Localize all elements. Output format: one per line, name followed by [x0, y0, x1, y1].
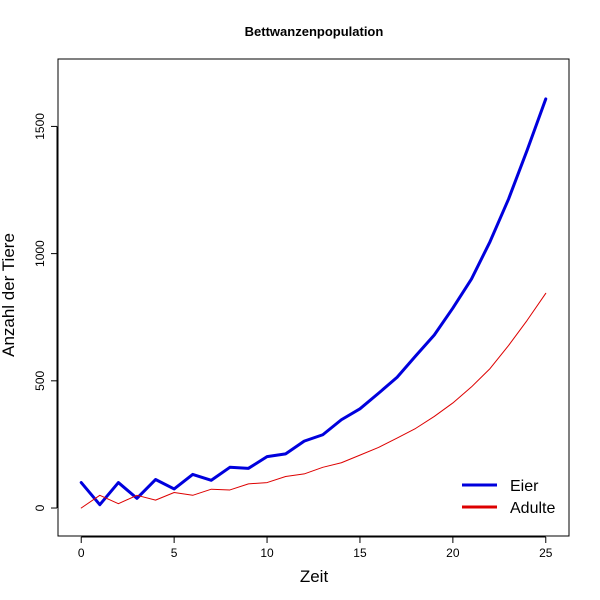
x-tick-label: 5 — [171, 546, 178, 560]
y-tick-label: 500 — [33, 370, 47, 390]
x-tick-label: 0 — [78, 546, 85, 560]
x-tick-label: 10 — [260, 546, 274, 560]
series-layer — [79, 97, 548, 509]
x-tick-label: 20 — [446, 546, 460, 560]
series-line-eier — [79, 97, 548, 507]
legend-label: Adulte — [510, 500, 555, 517]
y-axis-title: Anzahl der Tiere — [0, 233, 18, 357]
chart-title: Bettwanzenpopulation — [245, 24, 384, 39]
y-axis: 0 500 1000 1500 — [33, 113, 58, 511]
x-tick-label: 15 — [353, 546, 367, 560]
y-tick-label: 0 — [33, 504, 47, 511]
legend-label: Eier — [510, 478, 539, 495]
plot-frame — [57, 58, 570, 537]
legend: Eier Adulte — [462, 478, 555, 517]
y-tick-label: 1500 — [33, 113, 47, 140]
series-line-adulte — [80, 292, 547, 509]
x-axis-title: Zeit — [300, 567, 329, 586]
x-tick-label: 25 — [539, 546, 553, 560]
y-tick-label: 1000 — [33, 240, 47, 267]
x-axis: 0 5 10 15 20 25 — [78, 536, 553, 560]
